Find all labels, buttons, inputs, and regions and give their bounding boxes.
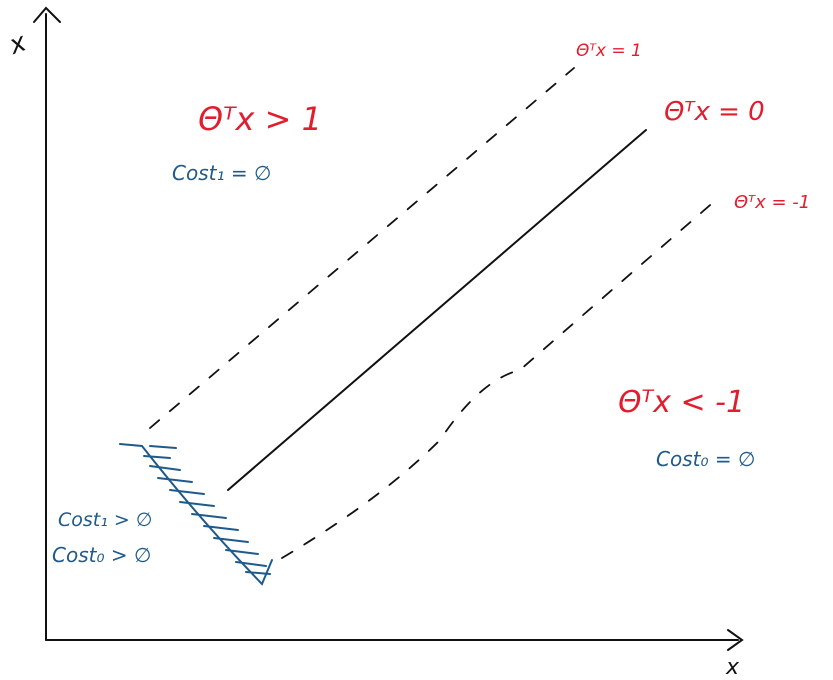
lower-margin-label: Θᵀx = -1 <box>734 192 810 213</box>
decision-boundary-label: Θᵀx = 0 <box>664 97 765 127</box>
lower-region-condition: Θᵀx < -1 <box>618 385 745 420</box>
decision-boundary-line <box>227 129 647 491</box>
x-axis-arrow <box>727 629 744 651</box>
x-axis-label: x <box>725 655 740 680</box>
upper-region-cost: Cost₁ = ∅ <box>172 161 271 185</box>
lower-region-cost: Cost₀ = ∅ <box>656 447 755 471</box>
margin-cost-1: Cost₁ > ∅ <box>58 509 152 531</box>
y-axis-arrow <box>33 6 61 23</box>
y-axis-label: x <box>4 27 30 61</box>
lower-margin-line <box>281 199 717 559</box>
upper-region-condition: Θᵀx > 1 <box>198 100 322 138</box>
margin-cost-0: Cost₀ > ∅ <box>52 543 151 567</box>
axes <box>33 6 744 651</box>
upper-margin-label: Θᵀx = 1 <box>576 41 642 61</box>
margin-region-hatching <box>119 443 273 586</box>
